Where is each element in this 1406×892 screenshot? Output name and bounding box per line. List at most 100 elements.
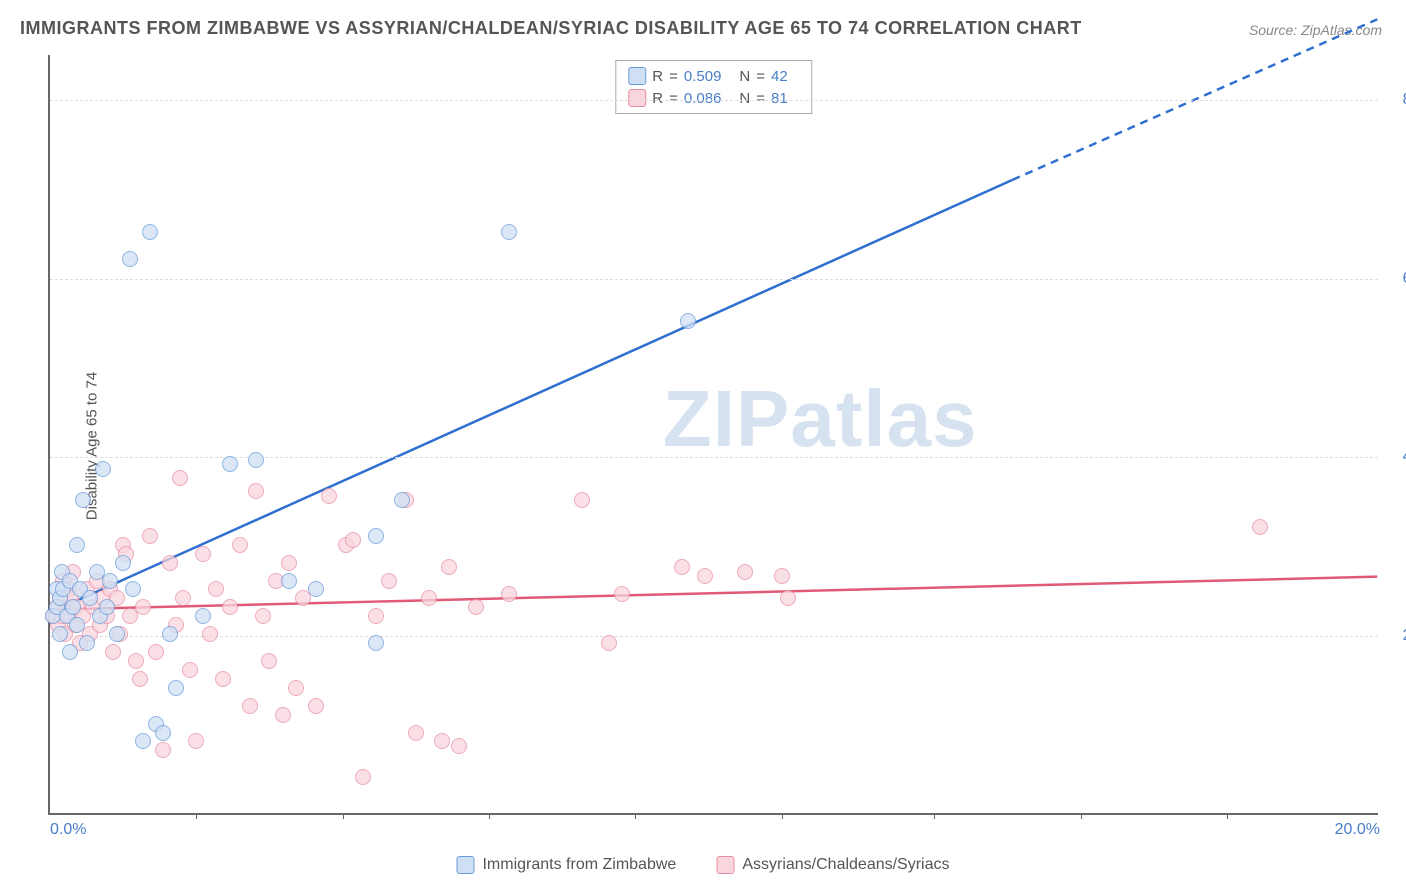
data-point: [281, 573, 297, 589]
data-point: [774, 568, 790, 584]
x-tick: [489, 813, 490, 819]
data-point: [308, 698, 324, 714]
data-point: [421, 590, 437, 606]
x-tick-label: 0.0%: [50, 821, 86, 839]
data-point: [248, 452, 264, 468]
y-tick-label: 40.0%: [1388, 448, 1406, 466]
data-point: [1252, 519, 1268, 535]
data-point: [308, 581, 324, 597]
bottom-legend: Immigrants from Zimbabwe Assyrians/Chald…: [456, 856, 949, 874]
source-attribution: Source: ZipAtlas.com: [1249, 22, 1382, 38]
stats-legend: R = 0.509 N = 42 R = 0.086 N = 81: [615, 60, 812, 114]
data-point: [172, 470, 188, 486]
data-point: [222, 599, 238, 615]
data-point: [69, 617, 85, 633]
data-point: [132, 671, 148, 687]
data-point: [148, 644, 164, 660]
x-tick-label: 20.0%: [1335, 821, 1380, 839]
data-point: [215, 671, 231, 687]
data-point: [408, 725, 424, 741]
data-point: [737, 564, 753, 580]
data-point: [468, 599, 484, 615]
data-point: [288, 680, 304, 696]
data-point: [82, 590, 98, 606]
data-point: [242, 698, 258, 714]
data-point: [65, 599, 81, 615]
data-point: [115, 555, 131, 571]
data-point: [135, 599, 151, 615]
legend-row-series-1: R = 0.509 N = 42: [628, 65, 799, 87]
data-point: [345, 532, 361, 548]
data-point: [175, 590, 191, 606]
data-point: [614, 586, 630, 602]
data-point: [79, 635, 95, 651]
correlation-chart: IMMIGRANTS FROM ZIMBABWE VS ASSYRIAN/CHA…: [0, 0, 1406, 892]
data-point: [142, 528, 158, 544]
x-tick: [782, 813, 783, 819]
data-point: [195, 608, 211, 624]
bottom-label-2: Assyrians/Chaldeans/Syriacs: [742, 856, 949, 874]
bottom-label-1: Immigrants from Zimbabwe: [482, 856, 676, 874]
data-point: [381, 573, 397, 589]
data-point: [232, 537, 248, 553]
data-point: [75, 492, 91, 508]
data-point: [155, 742, 171, 758]
y-tick-label: 80.0%: [1388, 91, 1406, 109]
legend-row-series-2: R = 0.086 N = 81: [628, 87, 799, 109]
data-point: [99, 599, 115, 615]
data-point: [601, 635, 617, 651]
data-point: [69, 537, 85, 553]
data-point: [182, 662, 198, 678]
data-point: [275, 707, 291, 723]
data-point: [202, 626, 218, 642]
data-point: [780, 590, 796, 606]
data-point: [255, 608, 271, 624]
data-point: [122, 251, 138, 267]
data-point: [434, 733, 450, 749]
data-point: [162, 626, 178, 642]
x-tick: [343, 813, 344, 819]
data-point: [368, 528, 384, 544]
chart-title: IMMIGRANTS FROM ZIMBABWE VS ASSYRIAN/CHA…: [20, 18, 1082, 39]
legend-r-1: 0.509: [684, 68, 722, 85]
data-point: [95, 461, 111, 477]
bottom-legend-item-2: Assyrians/Chaldeans/Syriacs: [716, 856, 949, 874]
bottom-swatch-2: [716, 856, 734, 874]
y-tick-label: 60.0%: [1388, 270, 1406, 288]
x-tick: [1227, 813, 1228, 819]
data-point: [501, 586, 517, 602]
x-tick: [635, 813, 636, 819]
data-point: [394, 492, 410, 508]
data-point: [501, 224, 517, 240]
data-point: [321, 488, 337, 504]
gridline-h: [50, 636, 1378, 637]
x-tick: [934, 813, 935, 819]
data-point: [281, 555, 297, 571]
data-point: [135, 733, 151, 749]
legend-r-2: 0.086: [684, 90, 722, 107]
data-point: [52, 626, 68, 642]
data-point: [222, 456, 238, 472]
data-point: [674, 559, 690, 575]
data-point: [248, 483, 264, 499]
legend-n-1: 42: [771, 68, 788, 85]
data-point: [155, 725, 171, 741]
gridline-h: [50, 100, 1378, 101]
data-point: [105, 644, 121, 660]
data-point: [162, 555, 178, 571]
legend-n-2: 81: [771, 90, 788, 107]
data-point: [125, 581, 141, 597]
legend-swatch-1: [628, 67, 646, 85]
data-point: [168, 680, 184, 696]
x-tick: [196, 813, 197, 819]
x-tick: [1081, 813, 1082, 819]
data-point: [680, 313, 696, 329]
watermark: ZIPatlas: [663, 373, 978, 465]
gridline-h: [50, 279, 1378, 280]
data-point: [188, 733, 204, 749]
data-point: [697, 568, 713, 584]
data-point: [368, 608, 384, 624]
data-point: [62, 644, 78, 660]
data-point: [128, 653, 144, 669]
data-point: [355, 769, 371, 785]
